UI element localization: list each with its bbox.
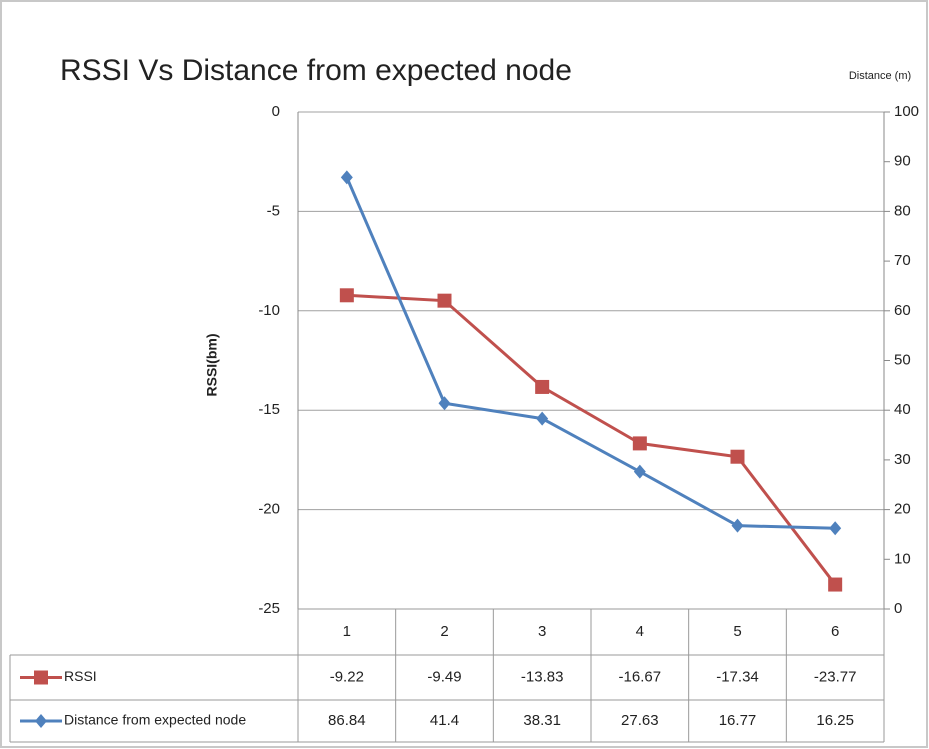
- y2-tick-label: 10: [894, 550, 911, 567]
- y-tick-label: -10: [258, 302, 280, 319]
- y2-tick-label: 90: [894, 153, 911, 170]
- marker: [438, 396, 451, 411]
- y2-tick-label: 50: [894, 351, 911, 368]
- x-tick-label: 3: [538, 623, 546, 640]
- y-tick-label: -5: [267, 202, 280, 219]
- y-tick-label: -20: [258, 501, 280, 518]
- y-axis-label: RSSI(bm): [204, 334, 220, 397]
- x-tick-label: 4: [636, 623, 644, 640]
- marker: [34, 670, 48, 685]
- table-value: 41.4: [430, 712, 459, 729]
- legend-label: Distance from expected node: [64, 712, 246, 728]
- marker: [340, 170, 353, 185]
- y-tick-label: 0: [272, 103, 280, 120]
- y2-tick-label: 20: [894, 501, 911, 518]
- chart-title: RSSI Vs Distance from expected node: [60, 54, 572, 87]
- marker: [633, 464, 646, 479]
- marker: [829, 521, 842, 536]
- table-value: -17.34: [716, 668, 759, 685]
- table-value: 38.31: [523, 712, 561, 729]
- y2-axis-label: Distance (m): [849, 70, 911, 82]
- table-value: -23.77: [814, 668, 857, 685]
- y-tick-label: -25: [258, 600, 280, 617]
- y2-tick-label: 30: [894, 451, 911, 468]
- y2-tick-label: 60: [894, 302, 911, 319]
- table-value: 86.84: [328, 712, 366, 729]
- y2-tick-label: 100: [894, 103, 919, 120]
- marker: [731, 518, 744, 533]
- marker: [35, 714, 47, 728]
- series-line: [346, 293, 837, 586]
- marker: [632, 436, 647, 451]
- marker: [828, 577, 843, 592]
- series-line: [345, 176, 836, 530]
- y-tick-label: -15: [258, 401, 280, 418]
- table-value: -16.67: [619, 668, 662, 685]
- x-tick-label: 1: [343, 623, 351, 640]
- y2-tick-label: 80: [894, 202, 911, 219]
- legend-label: RSSI: [64, 668, 97, 684]
- table-value: -13.83: [521, 668, 564, 685]
- y2-tick-label: 0: [894, 600, 902, 617]
- x-tick-label: 6: [831, 623, 839, 640]
- table-value: -9.22: [330, 668, 364, 685]
- marker: [536, 411, 549, 426]
- marker: [730, 449, 745, 464]
- table-value: -9.49: [427, 668, 461, 685]
- marker: [339, 288, 354, 303]
- x-tick-label: 2: [440, 623, 448, 640]
- table-value: 16.77: [719, 712, 757, 729]
- marker: [535, 379, 550, 394]
- y2-tick-label: 70: [894, 252, 911, 269]
- table-value: 16.25: [816, 712, 854, 729]
- marker: [437, 293, 452, 308]
- y2-tick-label: 40: [894, 401, 911, 418]
- x-tick-label: 5: [733, 623, 741, 640]
- table-value: 27.63: [621, 712, 659, 729]
